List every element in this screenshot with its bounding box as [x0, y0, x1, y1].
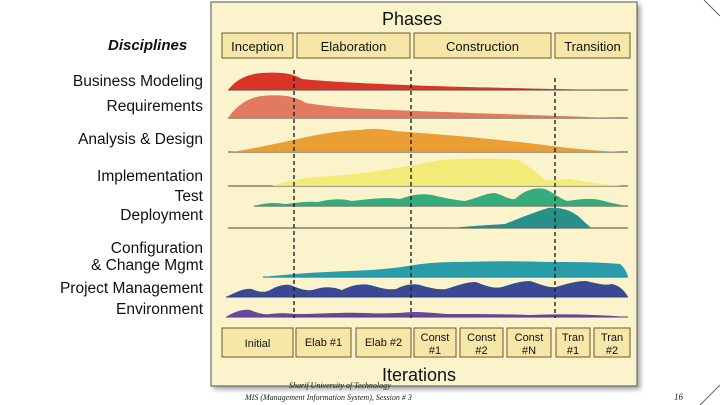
iteration-label-const-2-line2: #2 [475, 345, 487, 357]
footer-university: Sharif University of Technology [289, 381, 391, 390]
corner-mark-top [703, 0, 720, 17]
iteration-label-const-1-line2: #1 [429, 345, 441, 357]
hump-environment [226, 309, 628, 317]
hump-analysis-design [232, 128, 620, 152]
discipline-test: Test [174, 188, 203, 205]
hump-business-modeling [228, 72, 605, 90]
page-number: 16 [674, 392, 683, 402]
iteration-box-elab-2 [355, 327, 412, 358]
discipline-analysis-design: Analysis & Design [78, 131, 203, 148]
phases-title: Phases [382, 9, 442, 29]
iteration-box-initial [221, 327, 294, 358]
discipline-business-modeling: Business Modeling [72, 73, 203, 90]
phase-label-transition: Transition [564, 39, 621, 54]
discipline-configuration: Configuration [110, 240, 203, 257]
discipline-requirements: Requirements [106, 98, 204, 115]
iteration-label-initial: Initial [245, 338, 271, 350]
discipline-implementation: Implementation [97, 168, 203, 185]
footer-course: MIS (Management Information System), Ses… [245, 393, 412, 402]
discipline-environment: Environment [115, 301, 203, 318]
iteration-box-const-1 [413, 327, 457, 358]
iteration-box-elab-1 [295, 327, 352, 358]
phase-boxes: Inception Elaboration Construction Trans… [221, 32, 631, 59]
phase-box-elaboration [296, 32, 411, 59]
hump-project-management [226, 281, 628, 297]
iteration-box-const-2 [459, 327, 504, 358]
iterations-title: Iterations [382, 365, 456, 385]
iteration-label-const-n-line1: Const [515, 332, 544, 344]
iteration-box-tran-2 [593, 327, 631, 358]
hump-implementation [272, 158, 622, 186]
iteration-box-const-n [506, 327, 552, 358]
iteration-label-const-n-line2: #N [522, 345, 536, 357]
iteration-label-elab-1: Elab #1 [305, 337, 342, 349]
hump-test [254, 188, 628, 206]
discipline-project-management: Project Management [59, 280, 203, 297]
phase-label-elaboration: Elaboration [321, 39, 387, 54]
corner-marks [699, 0, 720, 405]
iteration-box-tran-1 [555, 327, 591, 358]
hump-requirements [228, 95, 622, 118]
diagram-panel [210, 1, 638, 387]
workflow-humps [226, 72, 628, 317]
iteration-label-tran-1-line2: #1 [567, 345, 579, 357]
iteration-label-elab-2: Elab #2 [365, 337, 402, 349]
iteration-label-tran-1-line1: Tran [562, 332, 584, 344]
phase-box-transition [554, 32, 631, 59]
phase-label-inception: Inception [231, 39, 284, 54]
iteration-boxes: Initial Elab #1 Elab #2 Const #1 Const #… [221, 327, 631, 358]
phase-dividers [293, 70, 556, 318]
discipline-deployment: Deployment [120, 207, 203, 224]
hump-deployment [452, 207, 592, 228]
iteration-label-tran-2-line1: Tran [601, 332, 623, 344]
discipline-change-mgmt: & Change Mgmt [91, 257, 203, 274]
corner-mark-bottom [699, 384, 720, 405]
phase-label-construction: Construction [446, 39, 519, 54]
phase-box-inception [221, 32, 294, 59]
iteration-label-const-2-line1: Const [467, 332, 496, 344]
iteration-label-tran-2-line2: #2 [606, 345, 618, 357]
iteration-label-const-1-line1: Const [421, 332, 450, 344]
hump-config-change [263, 261, 628, 277]
disciplines-title: Disciplines [108, 37, 188, 54]
phase-box-construction [413, 32, 552, 59]
